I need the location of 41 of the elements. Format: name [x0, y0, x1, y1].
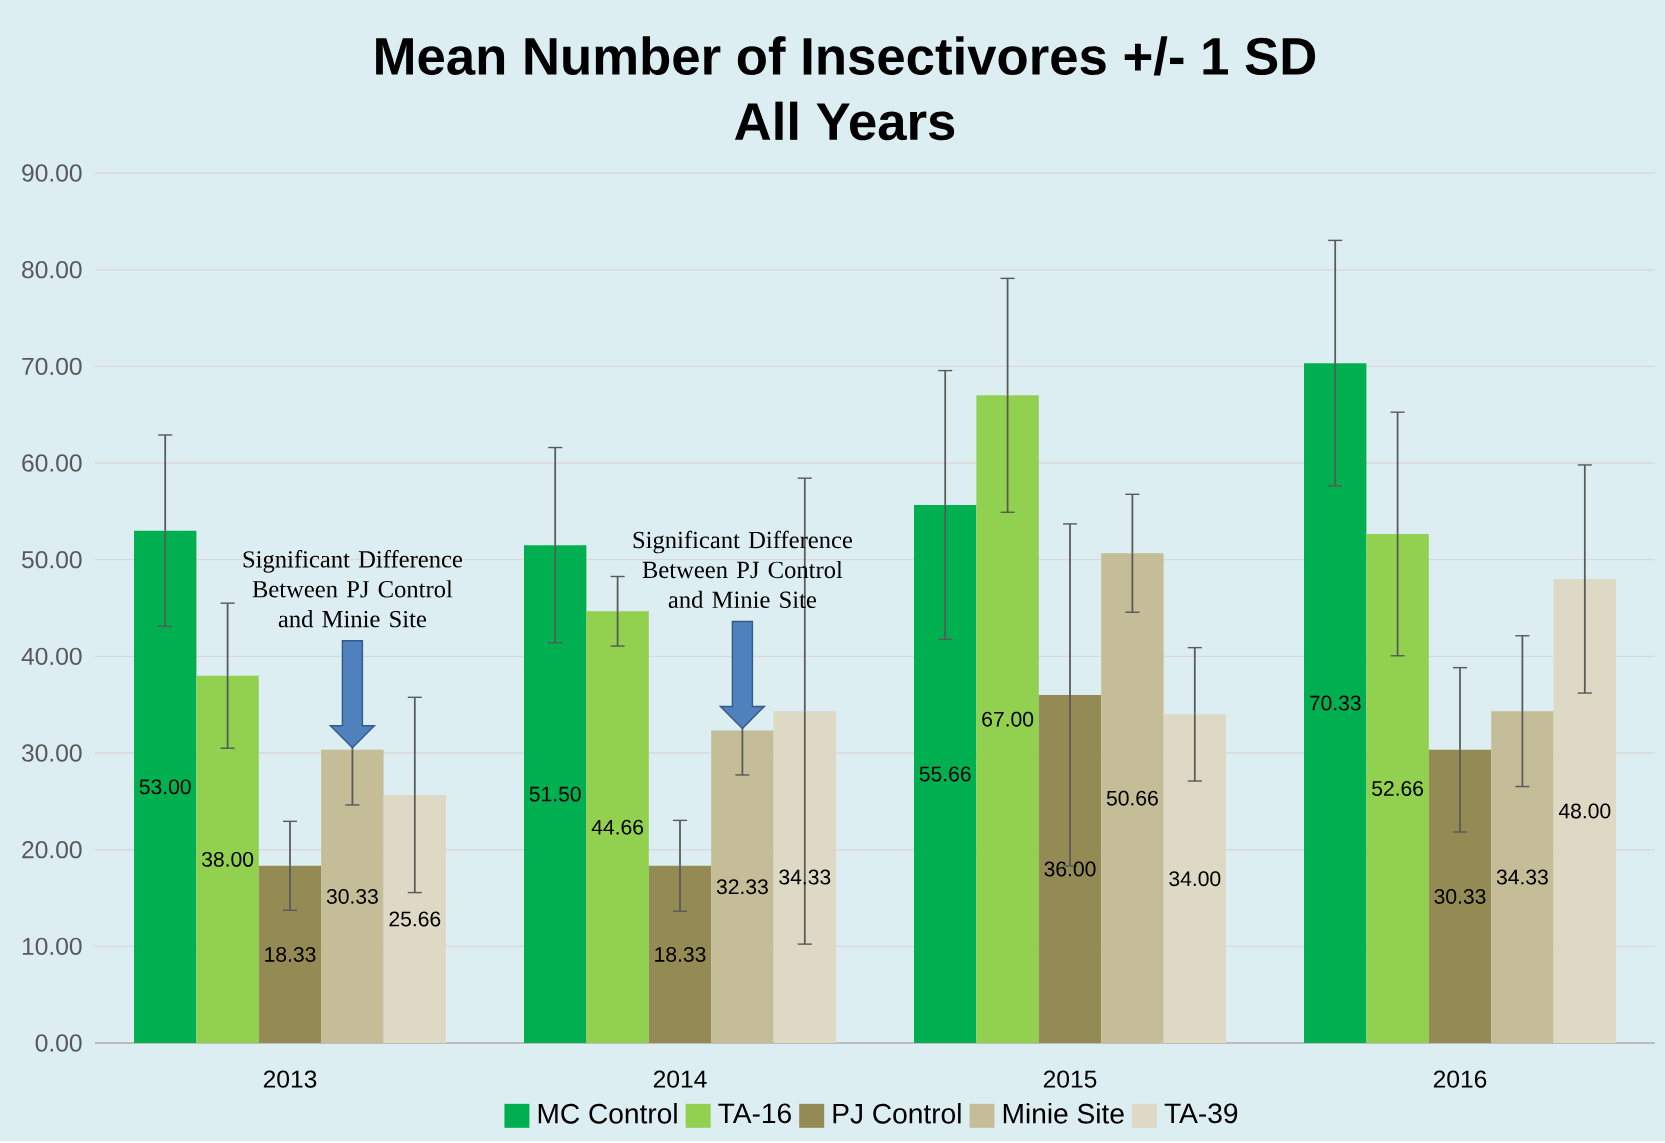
chart-title: Mean Number of Insectivores +/- 1 SD	[376, 36, 1316, 76]
y-tick-label: 70.00	[22, 357, 82, 376]
y-tick-label: 80.00	[22, 261, 82, 279]
data-label: 34.00	[1169, 871, 1221, 887]
data-label: 34.33	[1496, 869, 1548, 885]
data-label: 52.66	[1372, 781, 1424, 797]
data-label: 53.00	[139, 779, 191, 795]
y-tick-label: 50.00	[22, 551, 82, 569]
data-label: 48.00	[1558, 803, 1611, 819]
data-label: 50.66	[1106, 790, 1158, 806]
data-label: 55.66	[919, 766, 971, 782]
x-tick-label: 2014	[653, 1070, 707, 1088]
data-label: 44.66	[591, 819, 644, 835]
data-label: 30.33	[326, 889, 378, 905]
y-tick-label: 20.00	[22, 841, 82, 859]
data-label: 70.33	[1309, 695, 1361, 711]
data-label: 18.33	[265, 947, 316, 963]
y-tick-label: 30.00	[21, 744, 82, 762]
legend-label: TA-39	[1164, 1103, 1238, 1124]
x-tick-label: 2016	[1433, 1070, 1487, 1088]
data-label: 36.00	[1044, 861, 1096, 877]
data-label: 67.00	[982, 711, 1034, 727]
legend-label: MC Control	[538, 1103, 677, 1124]
chart-subtitle: All Years	[734, 101, 955, 141]
x-tick-label: 2015	[1043, 1070, 1097, 1088]
legend-label: TA-16	[718, 1103, 791, 1124]
y-tick-label: 10.00	[22, 937, 82, 956]
data-label: 18.33	[655, 947, 706, 963]
y-tick-label: 40.00	[21, 647, 82, 666]
legend-label: Minie Site	[1003, 1103, 1124, 1124]
data-label: 25.66	[389, 911, 441, 927]
y-tick-label: 0.00	[35, 1034, 82, 1052]
annotation: Significant Difference Between PJ Control and Minie Site	[243, 550, 462, 628]
data-label: 30.33	[1434, 889, 1486, 905]
data-label: 51.50	[529, 786, 581, 802]
y-tick-label: 90.00	[22, 164, 82, 182]
legend-label: PJ Control	[833, 1103, 961, 1124]
data-label: 38.00	[202, 852, 254, 867]
x-tick-label: 2013	[263, 1070, 317, 1088]
data-label: 32.33	[716, 879, 768, 895]
y-tick-label: 60.00	[22, 454, 82, 472]
